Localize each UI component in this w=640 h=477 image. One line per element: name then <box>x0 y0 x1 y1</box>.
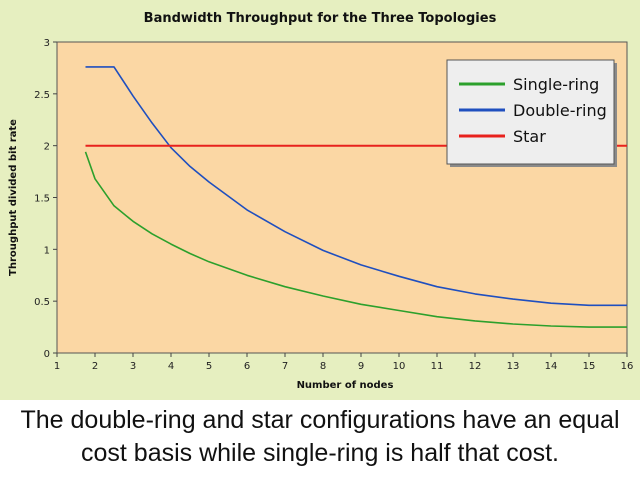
x-tick-label: 13 <box>507 361 520 372</box>
x-axis-label: Number of nodes <box>297 380 394 391</box>
chart-figure: Bandwidth Throughput for the Three Topol… <box>0 0 640 400</box>
x-tick-label: 9 <box>358 361 364 372</box>
axis-ticks: 00.511.522.531 2 3 4 5 6 7 8 9 10 11 12 13 14 15 16 <box>34 38 633 372</box>
chart-svg: Bandwidth Throughput for the Three Topol… <box>8 11 633 391</box>
x-tick-label: 7 <box>282 361 288 372</box>
y-tick-label: 0 <box>44 349 50 360</box>
y-tick-label: 2 <box>44 142 50 153</box>
y-axis-label: Throughput divided bit rate <box>8 119 19 276</box>
legend-label-single-ring: Single-ring <box>513 75 599 94</box>
series-line-single-ring <box>84 151 627 328</box>
x-tick-label: 12 <box>469 361 482 372</box>
x-tick-label: 14 <box>545 361 558 372</box>
legend-box <box>446 59 615 165</box>
x-tick-label: 6 <box>244 361 250 372</box>
x-tick-label: 10 <box>393 361 406 372</box>
x-tick-label: 16 <box>621 361 634 372</box>
x-tick-label: 15 <box>583 361 596 372</box>
figure-caption: The double-ring and star configurations … <box>0 400 640 477</box>
y-tick-label: 3 <box>44 38 50 49</box>
x-tick-label: 11 <box>431 361 444 372</box>
chart-title: Bandwidth Throughput for the Three Topol… <box>144 11 497 26</box>
y-tick-label: 1.5 <box>34 194 50 205</box>
x-tick-label: 1 <box>54 361 60 372</box>
legend: Single-ring Double-ring Star <box>446 59 617 167</box>
x-tick-label: 4 <box>168 361 174 372</box>
caption-line-2: cost basis while single-ring is half tha… <box>81 439 559 467</box>
legend-label-star: Star <box>513 127 546 146</box>
series-line-double-ring <box>85 66 627 307</box>
y-tick-label: 0.5 <box>34 297 50 308</box>
x-tick-label: 3 <box>130 361 136 372</box>
legend-label-double-ring: Double-ring <box>513 101 607 120</box>
x-tick-label: 8 <box>320 361 326 372</box>
y-tick-label: 2.5 <box>34 90 50 101</box>
x-tick-label: 5 <box>206 361 212 372</box>
caption-line-1: The double-ring and star configurations … <box>20 406 620 434</box>
x-tick-label: 2 <box>92 361 98 372</box>
y-tick-label: 1 <box>44 245 50 256</box>
